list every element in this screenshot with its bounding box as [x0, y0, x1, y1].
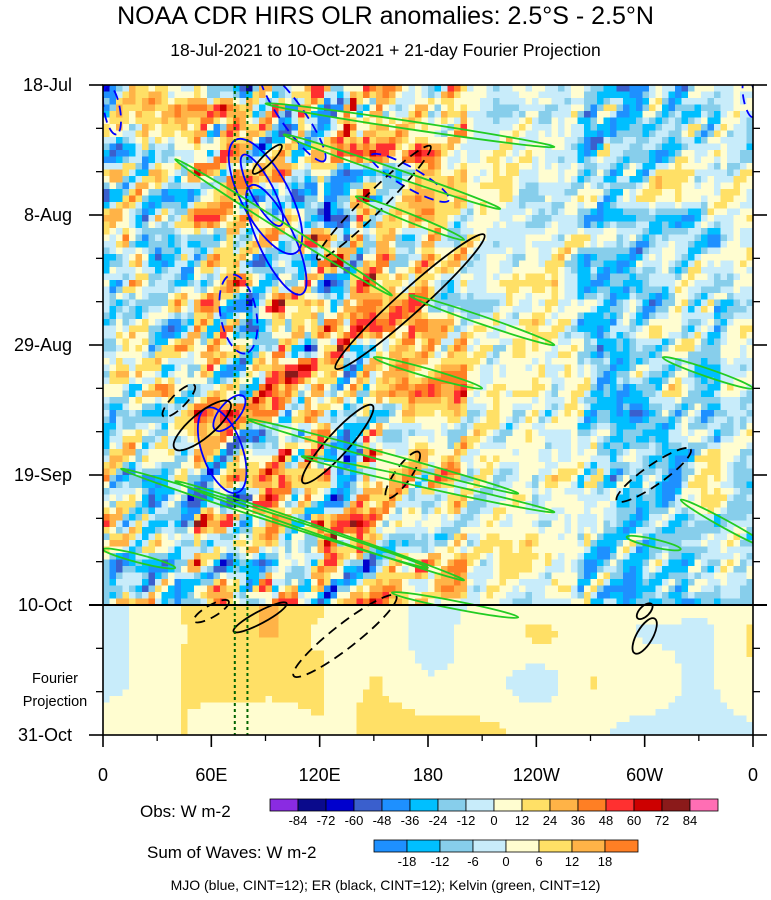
x-tick-label: 180 — [413, 765, 443, 785]
obs-colorbar-swatch — [493, 798, 523, 812]
x-tick-label: 60W — [626, 765, 663, 785]
waves-colorbar-swatch — [571, 839, 606, 853]
obs-colorbar-level-label: -48 — [373, 813, 392, 828]
mjo-contour — [245, 183, 308, 296]
x-tick-label: 0 — [98, 765, 108, 785]
kelvin-contour — [300, 455, 556, 514]
waves-colorbar-swatch — [472, 839, 507, 853]
kelvin-contour — [390, 591, 520, 619]
obs-colorbar-level-label: 36 — [571, 813, 585, 828]
obs-colorbar-swatch — [269, 798, 299, 812]
projection-label-line1: Fourier — [32, 671, 78, 687]
obs-colorbar-level-label: -60 — [345, 813, 364, 828]
obs-colorbar-level-label: -24 — [429, 813, 448, 828]
obs-colorbar-level-label: 72 — [655, 813, 669, 828]
kelvin-contour — [679, 498, 753, 551]
obs-colorbar-swatch — [605, 798, 635, 812]
obs-colorbar-swatch — [409, 798, 439, 812]
y-tick-label: 10-Oct — [18, 595, 72, 615]
er-contour — [334, 233, 486, 371]
chart-title: NOAA CDR HIRS OLR anomalies: 2.5°S - 2.5… — [117, 2, 654, 30]
kelvin-contour — [174, 158, 393, 297]
obs-colorbar-swatch — [381, 798, 411, 812]
kelvin-contour — [282, 133, 502, 210]
chart-subtitle: 18-Jul-2021 to 10-Oct-2021 + 21-day Four… — [170, 40, 601, 60]
obs-colorbar-level-label: -84 — [289, 813, 308, 828]
obs-colorbar-swatch — [437, 798, 467, 812]
obs-colorbar-swatch — [353, 798, 383, 812]
er-contour — [172, 399, 232, 452]
waves-colorbar-level-label: -6 — [467, 854, 479, 869]
er-contour — [251, 143, 283, 175]
y-tick-label: 29-Aug — [14, 335, 72, 355]
obs-colorbar-swatch — [521, 798, 551, 812]
y-tick-label: 31-Oct — [18, 725, 72, 745]
kelvin-contour — [372, 356, 484, 390]
mjo-contour — [239, 153, 284, 227]
obs-colorbar-level-label: 24 — [543, 813, 557, 828]
obs-colorbar-swatch — [689, 798, 719, 812]
waves-colorbar-swatch — [505, 839, 540, 853]
obs-colorbar-level-label: 60 — [627, 813, 641, 828]
waves-colorbar-level-label: 12 — [565, 854, 579, 869]
er-contour — [161, 383, 197, 418]
er-contour — [301, 403, 375, 485]
waves-colorbar-swatch — [604, 839, 639, 853]
kelvin-contour — [264, 102, 556, 149]
er-contour — [631, 617, 658, 655]
kelvin-contour — [120, 467, 429, 569]
y-tick-label: 19-Sep — [14, 465, 72, 485]
obs-colorbar-level-label: -12 — [457, 813, 476, 828]
obs-colorbar-level-label: 48 — [599, 813, 613, 828]
obs-colorbar-swatch — [465, 798, 495, 812]
kelvin-contour — [625, 534, 682, 552]
waves-colorbar-swatch — [439, 839, 474, 853]
projection-label-line2: Projection — [22, 694, 88, 710]
obs-colorbar-swatch — [549, 798, 579, 812]
x-tick-label: 60E — [195, 765, 227, 785]
er-contour — [232, 601, 288, 634]
obs-colorbar-level-label: 84 — [683, 813, 697, 828]
obs-colorbar-swatch — [325, 798, 355, 812]
x-tick-label: 120E — [299, 765, 341, 785]
kelvin-contour — [354, 195, 466, 241]
waves-colorbar-swatch — [406, 839, 441, 853]
plot-axes: 0 60E 120E 180 120W 60W 0 18-Jul 8-Aug 29-Aug 19-S… — [14, 75, 767, 785]
obs-colorbar-title: Obs: W m-2 — [140, 802, 231, 821]
footer-note: MJO (blue, CINT=12); ER (black, CINT=12)… — [170, 877, 601, 893]
y-tick-label: 8-Aug — [24, 205, 72, 225]
waves-colorbar-level-label: -18 — [398, 854, 417, 869]
colorbars: -84 -72 -60 -48 -36 -24 -12 0 12 24 36 48 60 72 84-18-… — [269, 798, 719, 869]
olr-anomaly-field — [103, 85, 753, 735]
obs-colorbar-level-label: 0 — [490, 813, 497, 828]
x-tick-label: 120W — [513, 765, 560, 785]
obs-colorbar-swatch — [633, 798, 663, 812]
waves-colorbar-level-label: 0 — [502, 854, 509, 869]
obs-colorbar-level-label: 12 — [515, 813, 529, 828]
obs-colorbar-swatch — [297, 798, 327, 812]
waves-colorbar-level-label: -12 — [431, 854, 450, 869]
obs-colorbar-level-label: -36 — [401, 813, 420, 828]
waves-colorbar-swatch — [373, 839, 408, 853]
waves-colorbar-swatch — [538, 839, 573, 853]
mjo-contour — [258, 85, 327, 163]
mjo-contour — [218, 273, 259, 355]
waves-colorbar-level-label: 6 — [535, 854, 542, 869]
obs-colorbar-swatch — [577, 798, 607, 812]
obs-colorbar-swatch — [661, 798, 691, 812]
er-contour — [384, 450, 421, 500]
waves-colorbar-title: Sum of Waves: W m-2 — [147, 843, 317, 862]
waves-colorbar-level-label: 18 — [598, 854, 612, 869]
mjo-contour — [369, 152, 451, 203]
y-tick-label: 18-Jul — [23, 75, 72, 95]
x-tick-label: 0 — [748, 765, 758, 785]
obs-colorbar-level-label: -72 — [317, 813, 336, 828]
kelvin-contour — [246, 418, 520, 495]
kelvin-contour — [174, 480, 466, 582]
kelvin-contour — [409, 294, 556, 347]
